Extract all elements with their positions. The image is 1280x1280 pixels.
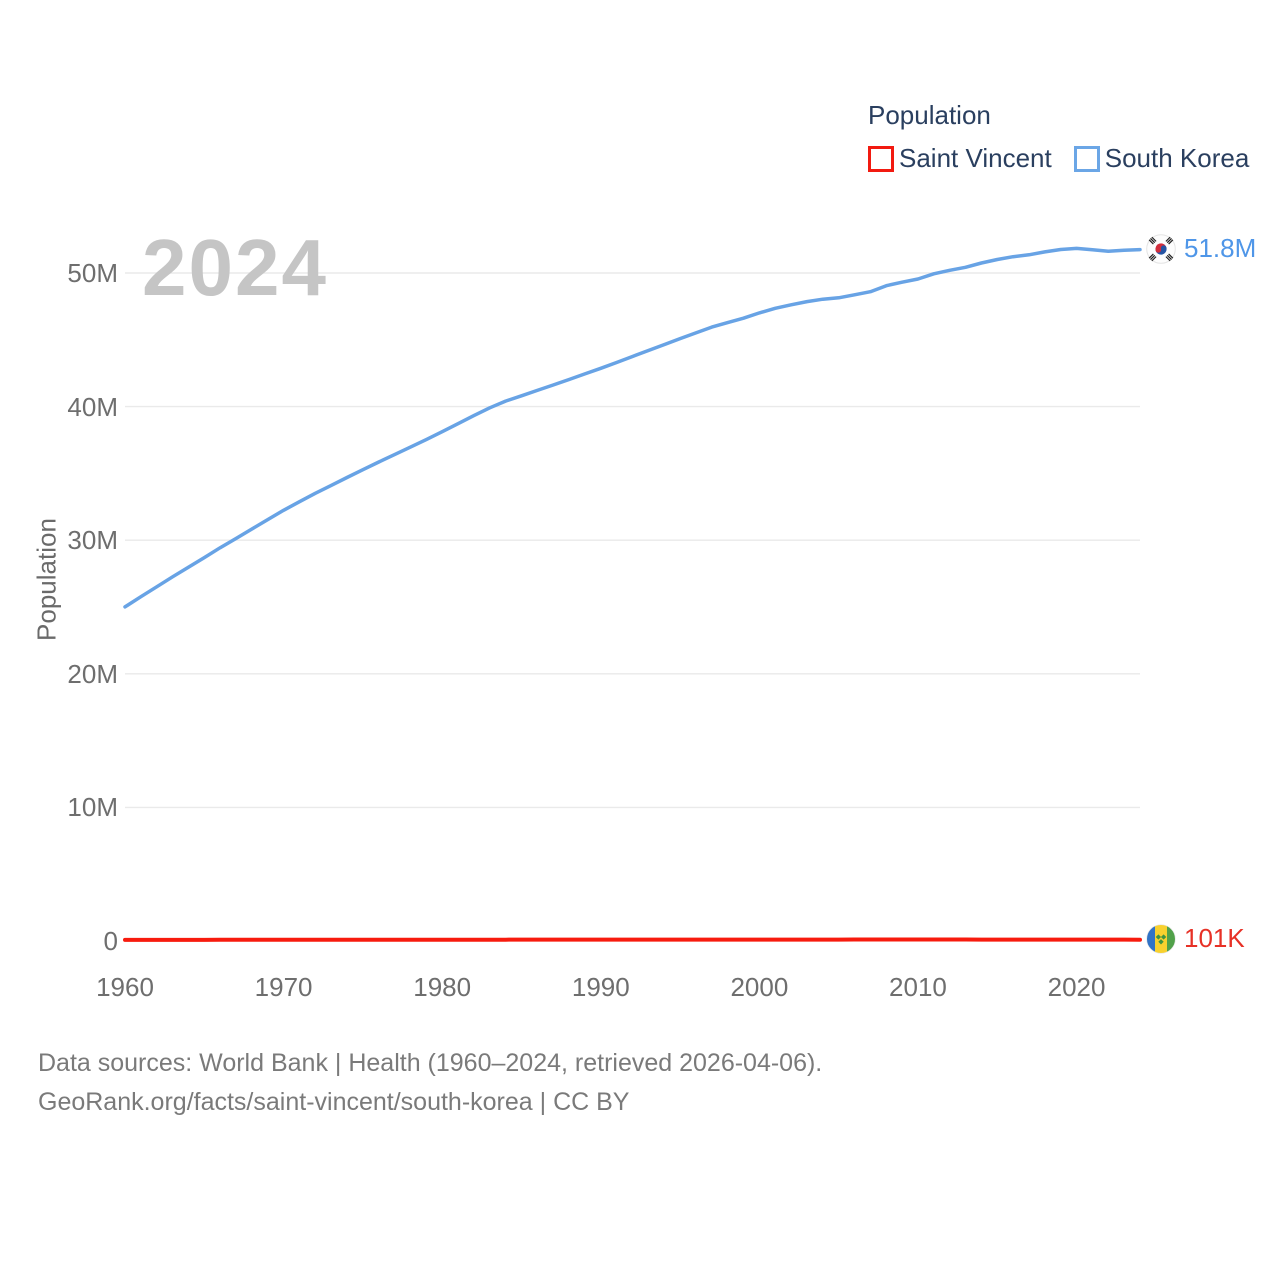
x-axis-tick-label: 2010 [889,972,947,1002]
south-korea-flag-icon [1146,233,1176,264]
x-axis-tick-label: 1970 [254,972,313,1002]
saint-vincent-end-value: 101K [1184,923,1245,953]
y-axis-tick-label: 20M [67,658,118,689]
legend-title: Population [868,100,991,130]
y-axis-tick-label: 0 [103,926,118,956]
south-korea-end-value: 51.8M [1184,233,1257,263]
y-axis-tick-label: 40M [67,391,118,422]
south-korea-end-label: 51.8M [1146,233,1256,264]
saint-vincent-flag-icon [1146,923,1176,954]
plot-area [123,246,1142,942]
saint-vincent-swatch-icon [868,145,894,172]
legend-item-label: Saint Vincent [899,143,1052,173]
y-axis-tick-label: 30M [67,525,118,556]
legend-item-south-korea[interactable]: South Korea [1073,143,1250,174]
watermark-year: 2024 [142,223,328,312]
x-axis-tick-label: 1960 [96,972,154,1002]
legend-item-label: South Korea [1104,143,1250,173]
x-axis-tick-label: 2020 [1047,972,1106,1002]
y-axis-tick-label: 10M [67,792,118,823]
saint-vincent-end-label: 101K [1146,923,1245,954]
legend-items: Saint Vincent South Korea [868,143,1249,174]
legend: Population Saint Vincent South Korea [868,100,1249,174]
x-axis-tick-label: 1990 [571,972,630,1002]
x-axis-tick-label: 1980 [413,972,472,1002]
series-line-south-korea[interactable] [123,246,1142,609]
legend-item-saint-vincent[interactable]: Saint Vincent [868,143,1052,174]
south-korea-swatch-icon [1073,145,1100,172]
footer-data-sources: Data sources: World Bank | Health (1960–… [38,1049,823,1077]
footer: Data sources: World Bank | Health (1960–… [38,1044,822,1122]
footer-attribution: GeoRank.org/facts/saint-vincent/south-ko… [38,1088,630,1116]
y-axis-tick-label: 50M [67,258,118,288]
x-axis-tick-label: 2000 [730,972,789,1002]
